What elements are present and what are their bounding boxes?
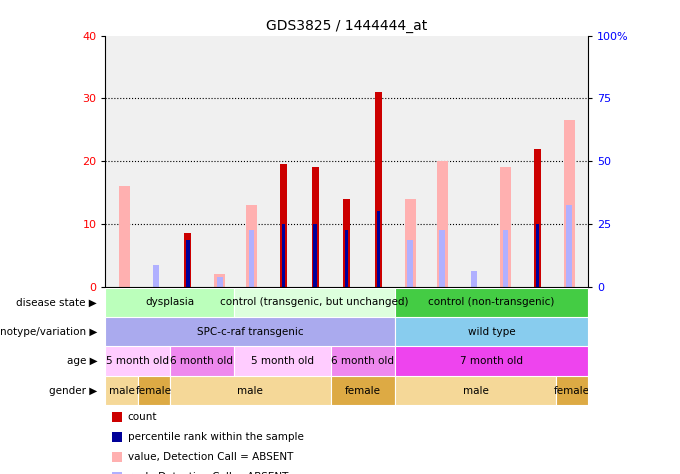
Bar [105, 376, 137, 405]
Text: 5 month old: 5 month old [251, 356, 314, 366]
Text: disease state ▶: disease state ▶ [16, 297, 97, 308]
Bar [439, 230, 445, 287]
Text: 6 month old: 6 month old [331, 356, 394, 366]
Bar [170, 376, 330, 405]
Bar [534, 148, 541, 287]
Text: rank, Detection Call = ABSENT: rank, Detection Call = ABSENT [128, 472, 288, 474]
Text: female: female [136, 385, 171, 396]
Text: control (transgenic, but unchanged): control (transgenic, but unchanged) [220, 297, 409, 308]
Bar [282, 224, 285, 287]
Bar [330, 346, 395, 376]
Bar [471, 271, 477, 287]
Bar [154, 265, 159, 287]
Text: female: female [554, 385, 590, 396]
Text: count: count [128, 412, 157, 422]
Text: percentile rank within the sample: percentile rank within the sample [128, 432, 304, 442]
Text: value, Detection Call = ABSENT: value, Detection Call = ABSENT [128, 452, 293, 462]
Bar [234, 288, 395, 317]
Bar [249, 230, 254, 287]
Bar [375, 92, 382, 287]
Bar [119, 186, 130, 287]
Bar [184, 233, 192, 287]
Bar [437, 161, 447, 287]
Bar [234, 346, 330, 376]
Bar [170, 346, 234, 376]
Bar [214, 274, 225, 287]
Text: male: male [462, 385, 488, 396]
Text: age ▶: age ▶ [67, 356, 97, 366]
Title: GDS3825 / 1444444_at: GDS3825 / 1444444_at [266, 19, 428, 33]
Text: female: female [345, 385, 381, 396]
Bar [246, 205, 257, 287]
Text: male: male [237, 385, 263, 396]
Bar [105, 317, 395, 346]
Bar [395, 376, 556, 405]
Bar [330, 376, 395, 405]
Bar [395, 288, 588, 317]
Bar [345, 230, 348, 287]
Text: 6 month old: 6 month old [171, 356, 233, 366]
Bar [186, 240, 190, 287]
Bar [343, 199, 350, 287]
Bar [313, 224, 317, 287]
Text: SPC-c-raf transgenic: SPC-c-raf transgenic [197, 327, 303, 337]
Text: dysplasia: dysplasia [146, 297, 194, 308]
Bar [564, 120, 575, 287]
Bar [407, 240, 413, 287]
Bar [395, 317, 588, 346]
Bar [217, 277, 222, 287]
Bar [566, 205, 572, 287]
Text: 7 month old: 7 month old [460, 356, 523, 366]
Text: control (non-transgenic): control (non-transgenic) [428, 297, 555, 308]
Bar [503, 230, 509, 287]
Bar [279, 164, 287, 287]
Bar [137, 376, 170, 405]
Text: gender ▶: gender ▶ [49, 385, 97, 396]
Bar [500, 167, 511, 287]
Text: male: male [109, 385, 135, 396]
Bar [105, 346, 170, 376]
Text: wild type: wild type [468, 327, 515, 337]
Text: 5 month old: 5 month old [106, 356, 169, 366]
Bar [556, 376, 588, 405]
Bar [395, 346, 588, 376]
Text: genotype/variation ▶: genotype/variation ▶ [0, 327, 97, 337]
Bar [377, 211, 380, 287]
Bar [105, 288, 234, 317]
Bar [405, 199, 416, 287]
Bar [536, 224, 539, 287]
Bar [311, 167, 318, 287]
